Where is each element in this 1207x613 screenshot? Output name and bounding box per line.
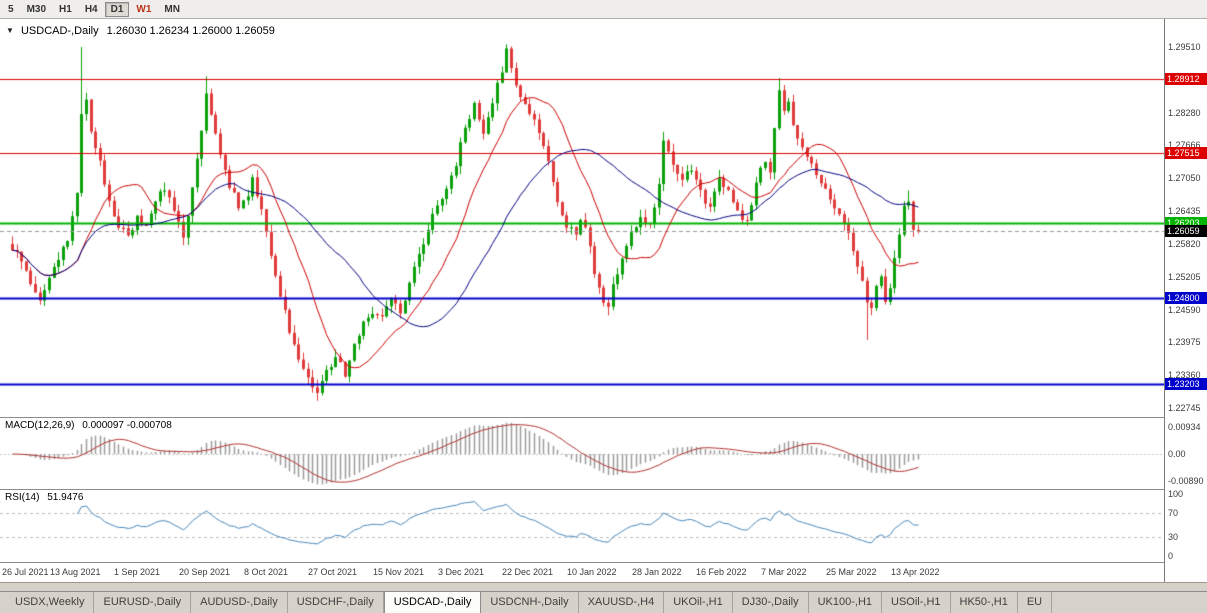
rsi-axis-label: 70 <box>1168 508 1179 518</box>
chart-symbol-title: USDCAD-,Daily <box>20 25 99 37</box>
symbol-tab-usoil-h1[interactable]: USOil-,H1 <box>882 592 951 613</box>
date-axis-label: 8 Oct 2021 <box>244 567 289 577</box>
price-axis-tick: 1.23360 <box>1168 370 1201 380</box>
price-axis-tick: 1.25205 <box>1168 272 1201 282</box>
symbol-tab-usdcnh-daily[interactable]: USDCNH-,Daily <box>481 592 579 613</box>
timeframe-toolbar: 5 M30 H1 H4 D1 W1 MN <box>0 0 1207 19</box>
price-axis-tick: 1.27050 <box>1168 173 1201 183</box>
rsi-axis-label: 0 <box>1168 551 1174 561</box>
price-level-badge: 1.23203 <box>1165 378 1207 390</box>
symbol-tab-uk100-h1[interactable]: UK100-,H1 <box>809 592 883 613</box>
symbol-tab-bar: USDX,Weekly EURUSD-,Daily AUDUSD-,Daily USD… <box>0 591 1207 613</box>
symbol-tab-dj30-daily[interactable]: DJ30-,Daily <box>733 592 809 613</box>
chart-collapse-icon[interactable]: ▼ <box>6 26 14 35</box>
date-axis-label: 28 Jan 2022 <box>632 567 682 577</box>
macd-axis-label: 0.00934 <box>1168 422 1201 432</box>
price-level-badge: 1.24800 <box>1165 292 1207 304</box>
symbol-tab-eurusd-daily[interactable]: EURUSD-,Daily <box>94 592 192 613</box>
date-axis-label: 20 Sep 2021 <box>179 567 231 577</box>
price-axis-tick: 1.25820 <box>1168 239 1201 249</box>
rsi-value: 51.9476 <box>47 492 84 503</box>
date-axis-label: 1 Sep 2021 <box>114 567 161 577</box>
date-axis-label: 22 Dec 2021 <box>502 567 554 577</box>
macd-indicator-canvas[interactable] <box>0 418 1164 489</box>
timeframe-button-5[interactable]: 5 <box>8 3 14 15</box>
date-axis-label: 13 Apr 2022 <box>891 567 940 577</box>
date-axis-label: 27 Oct 2021 <box>308 567 358 577</box>
date-axis-label: 26 Jul 2021 <box>2 567 49 577</box>
rsi-axis-label: 100 <box>1168 489 1184 499</box>
main-price-chart-canvas[interactable] <box>0 19 1164 417</box>
timeframe-button-W1[interactable]: W1 <box>136 3 152 15</box>
price-axis-tick: 1.24590 <box>1168 305 1201 315</box>
rsi-label: RSI(14) <box>5 492 40 503</box>
price-axis-tick: 1.27666 <box>1168 140 1201 150</box>
price-axis-border <box>1164 19 1165 582</box>
price-axis-tick: 1.22745 <box>1168 403 1201 413</box>
price-level-badge: 1.27515 <box>1165 147 1207 159</box>
symbol-tab-usdcad-daily[interactable]: USDCAD-,Daily <box>383 592 482 613</box>
macd-axis-label: 0.00 <box>1168 449 1186 459</box>
date-axis-label: 7 Mar 2022 <box>761 567 807 577</box>
date-axis[interactable]: 26 Jul 2021 13 Aug 2021 1 Sep 2021 20 Sep 2… <box>0 563 1164 582</box>
rsi-indicator-canvas[interactable] <box>0 490 1164 562</box>
price-axis-tick: 1.28280 <box>1168 108 1201 118</box>
current-price-badge: 1.26059 <box>1165 225 1207 237</box>
rsi-header: RSI(14) 51.9476 <box>5 492 83 503</box>
date-axis-label: 13 Aug 2021 <box>50 567 101 577</box>
symbol-tab-eu[interactable]: EU <box>1018 592 1053 613</box>
symbol-tab-audusd-daily[interactable]: AUDUSD-,Daily <box>191 592 288 613</box>
macd-values: 0.000097 -0.000708 <box>82 420 172 431</box>
date-axis-label: 15 Nov 2021 <box>373 567 425 577</box>
symbol-tab-xauusd-h4[interactable]: XAUUSD-,H4 <box>579 592 665 613</box>
symbol-tab-usdx-weekly[interactable]: USDX,Weekly <box>6 592 95 613</box>
symbol-tab-usdchf-daily[interactable]: USDCHF-,Daily <box>288 592 384 613</box>
symbol-tab-ukoil-h1[interactable]: UKOil-,H1 <box>664 592 733 613</box>
date-axis-label: 3 Dec 2021 <box>438 567 485 577</box>
macd-label: MACD(12,26,9) <box>5 420 75 431</box>
price-level-badge: 1.28912 <box>1165 73 1207 85</box>
symbol-tab-hk50-h1[interactable]: HK50-,H1 <box>951 592 1018 613</box>
chart-ohlc-values: 1.26030 1.26234 1.26000 1.26059 <box>106 25 275 37</box>
panel-splitter[interactable] <box>0 489 1207 490</box>
timeframe-button-M30[interactable]: M30 <box>26 3 47 15</box>
rsi-axis-label: 30 <box>1168 532 1179 542</box>
date-axis-label: 25 Mar 2022 <box>826 567 877 577</box>
price-axis-tick: 1.29510 <box>1168 42 1201 52</box>
date-axis-label: 16 Feb 2022 <box>696 567 747 577</box>
panel-splitter[interactable] <box>0 417 1207 418</box>
timeframe-button-MN[interactable]: MN <box>164 3 180 15</box>
price-axis-tick: 1.26435 <box>1168 206 1201 216</box>
timeframe-button-D1[interactable]: D1 <box>104 1 130 17</box>
panel-splitter[interactable] <box>0 562 1207 563</box>
price-axis-tick: 1.23975 <box>1168 337 1201 347</box>
timeframe-button-H4[interactable]: H4 <box>84 3 98 15</box>
macd-axis-label: -0.00890 <box>1168 476 1204 486</box>
date-axis-label: 10 Jan 2022 <box>567 567 617 577</box>
chart-title-bar: ▼ USDCAD-,Daily 1.26030 1.26234 1.26000 … <box>6 25 275 37</box>
macd-header: MACD(12,26,9) 0.000097 -0.000708 <box>5 420 172 431</box>
timeframe-button-H1[interactable]: H1 <box>59 3 72 15</box>
bottom-strip <box>0 582 1207 591</box>
price-axis[interactable]: 1.29510 1.28280 1.27666 1.27050 1.26435 1.258… <box>1165 19 1207 582</box>
